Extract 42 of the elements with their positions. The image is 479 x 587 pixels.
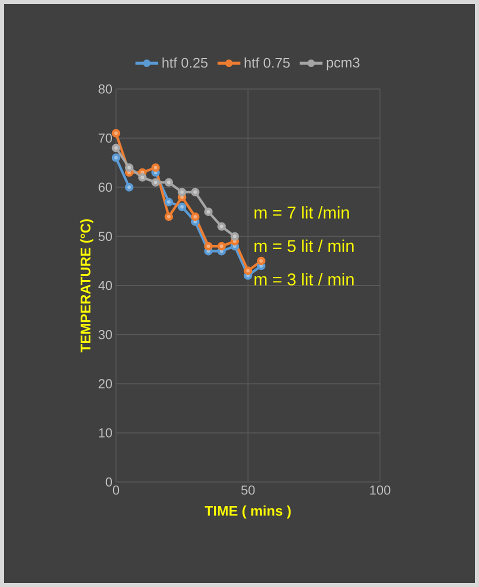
point [204,208,213,216]
y-tick-label: 80 [98,84,112,94]
y-tick-label: 50 [98,232,112,241]
point [151,163,160,172]
y-tick-label: 40 [98,280,112,290]
point [164,198,174,206]
x-axis-title: TIME ( mins ) [204,506,291,519]
legend-label: pcm3 [326,58,360,70]
y-tick-label: 0 [106,477,112,487]
point [124,163,134,172]
point [112,144,120,152]
point [112,154,120,162]
y-tick-label: 30 [98,330,112,340]
x-tick-label: 100 [370,486,390,495]
legend-label: htf 0.75 [244,57,290,68]
y-tick-label: 20 [98,379,112,388]
point [164,178,174,187]
point [230,232,240,241]
y-axis-title: TEMPERATURE (°C) [80,219,94,352]
annotation: m = 3 lit / min [254,272,354,286]
y-tick-label: 70 [98,134,112,143]
point [256,256,266,266]
point [151,178,160,187]
point [244,266,252,275]
point [164,212,174,221]
point [178,202,186,212]
y-tick-label: 10 [99,428,112,438]
point [138,173,147,182]
point [190,212,200,221]
point [124,183,134,192]
annotation: m = 7 lit /min [254,206,349,219]
point [178,188,186,196]
x-tick-label: 0 [112,486,120,495]
point [217,242,226,250]
legend-label: htf 0.25 [162,57,208,68]
point [217,222,226,231]
point [204,242,213,250]
y-tick-label: 60 [98,182,112,192]
x-tick-label: 50 [241,486,255,495]
point [190,188,200,196]
annotation: m = 5 lit / min [254,240,354,252]
point [112,128,120,138]
